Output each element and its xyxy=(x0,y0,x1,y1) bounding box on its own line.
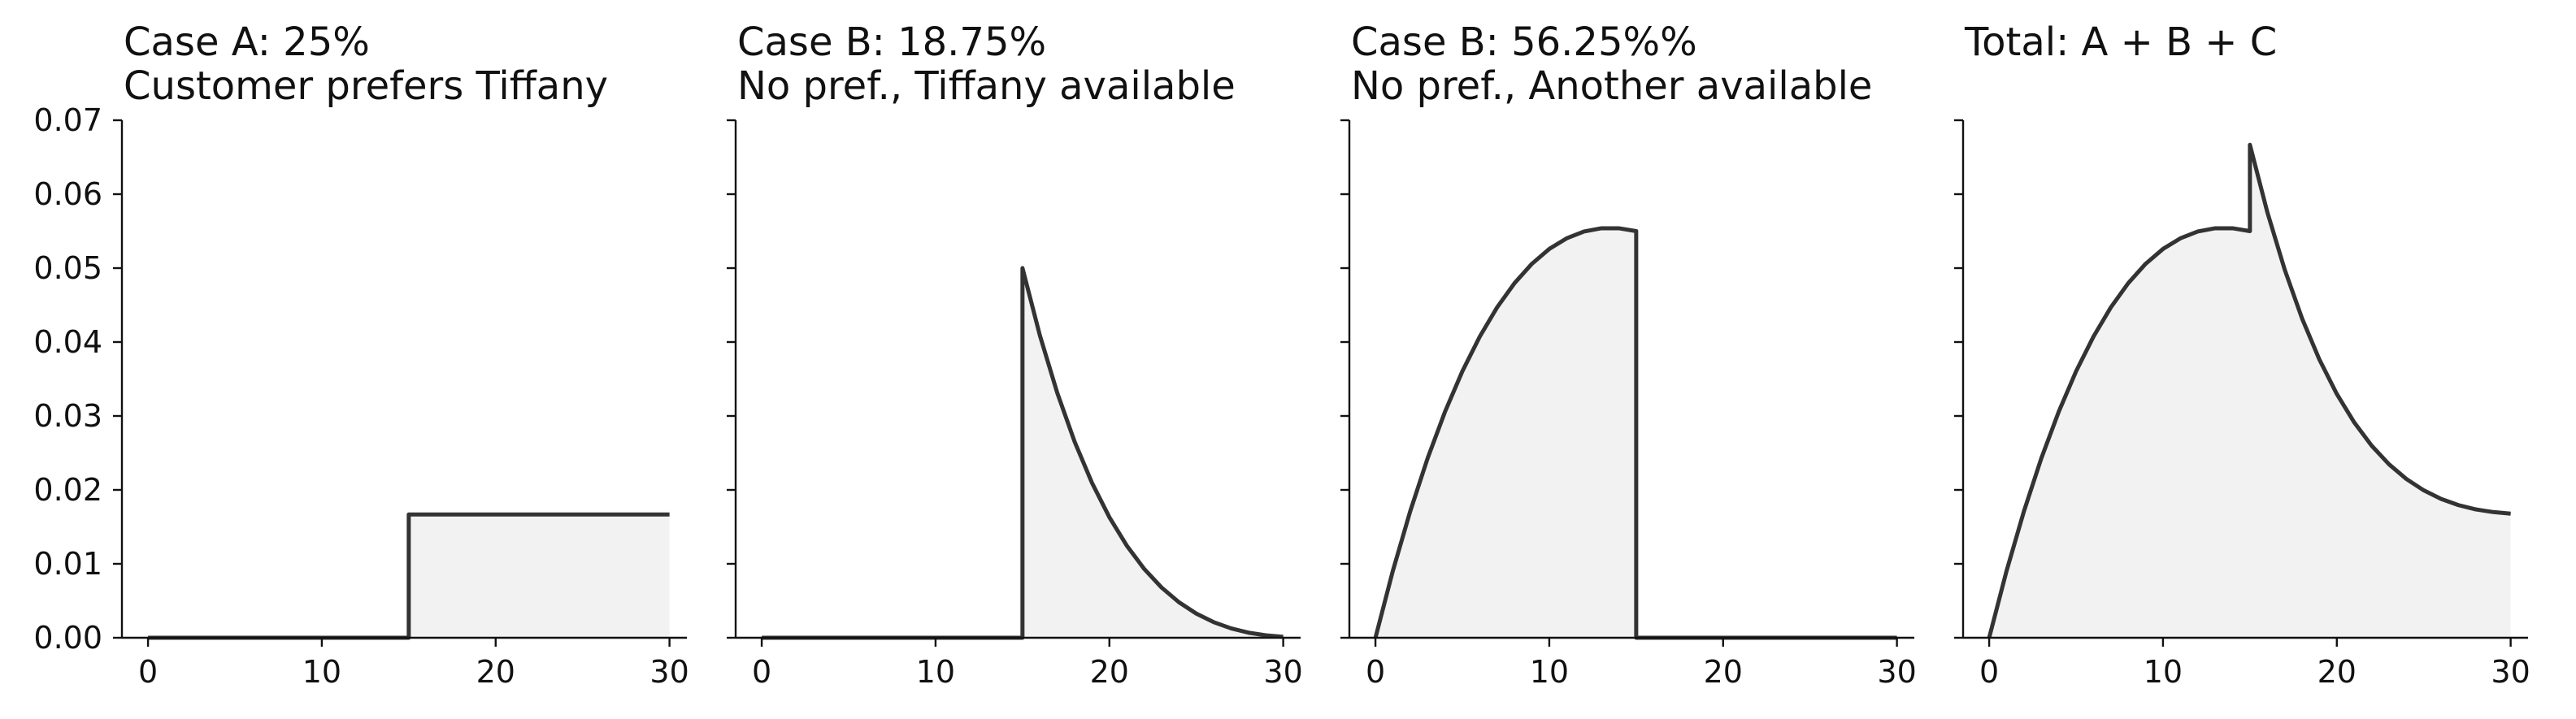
x-tick-label: 10 xyxy=(2144,654,2183,690)
x-tick-label: 0 xyxy=(1366,654,1385,690)
x-tick-label: 0 xyxy=(138,654,158,690)
y-tick-label: 0.01 xyxy=(33,546,102,582)
y-tick-label: 0.03 xyxy=(33,398,102,434)
panel-1: Case A: 25%Customer prefers Tiffany 0.00 0… xyxy=(33,19,689,690)
x-tick-label: 30 xyxy=(649,654,689,690)
x-tick-label: 10 xyxy=(916,654,955,690)
density-curve xyxy=(762,266,1284,640)
panel-title-line1: Total: A + B + C xyxy=(1964,19,2277,65)
x-tick-label: 30 xyxy=(1877,654,1916,690)
x-tick-label: 20 xyxy=(1704,654,1743,690)
panel-title-line2: Customer prefers Tiffany xyxy=(124,63,608,109)
y-tick-label: 0.07 xyxy=(33,102,102,138)
x-tick-label: 10 xyxy=(1530,654,1569,690)
x-tick-label: 10 xyxy=(302,654,341,690)
y-tick-label: 0.05 xyxy=(33,250,102,286)
panel-title-line2: No pref., Tiffany available xyxy=(737,63,1236,109)
x-tick-label: 20 xyxy=(476,654,515,690)
y-tick-label: 0.00 xyxy=(33,620,102,656)
panel-title-line2: No pref., Another available xyxy=(1351,63,1872,109)
density-area xyxy=(148,514,670,638)
x-tick-label: 0 xyxy=(752,654,771,690)
density-area xyxy=(1989,145,2511,639)
y-tick-label: 0.06 xyxy=(33,176,102,212)
density-curve xyxy=(1373,226,1897,640)
x-tick-label: 20 xyxy=(1090,654,1129,690)
panel-title-line1: Case A: 25% xyxy=(124,19,370,65)
panel-title-line1: Case B: 56.25%% xyxy=(1351,19,1697,65)
x-tick-label: 30 xyxy=(1263,654,1302,690)
density-curve xyxy=(1987,142,2511,639)
y-tick-label: 0.02 xyxy=(33,472,102,508)
panel-3: Case B: 56.25%%No pref., Another availab… xyxy=(1340,19,1917,690)
x-tick-label: 0 xyxy=(1979,654,1999,690)
x-tick-label: 20 xyxy=(2318,654,2357,690)
panel-title-line1: Case B: 18.75% xyxy=(737,19,1046,65)
panel-2: Case B: 18.75%No pref., Tiffany availabl… xyxy=(727,19,1303,690)
x-tick-label: 30 xyxy=(2491,654,2530,690)
panel-4: Total: A + B + C 0 10 20 30 xyxy=(1954,19,2530,690)
y-tick-label: 0.04 xyxy=(33,324,102,360)
